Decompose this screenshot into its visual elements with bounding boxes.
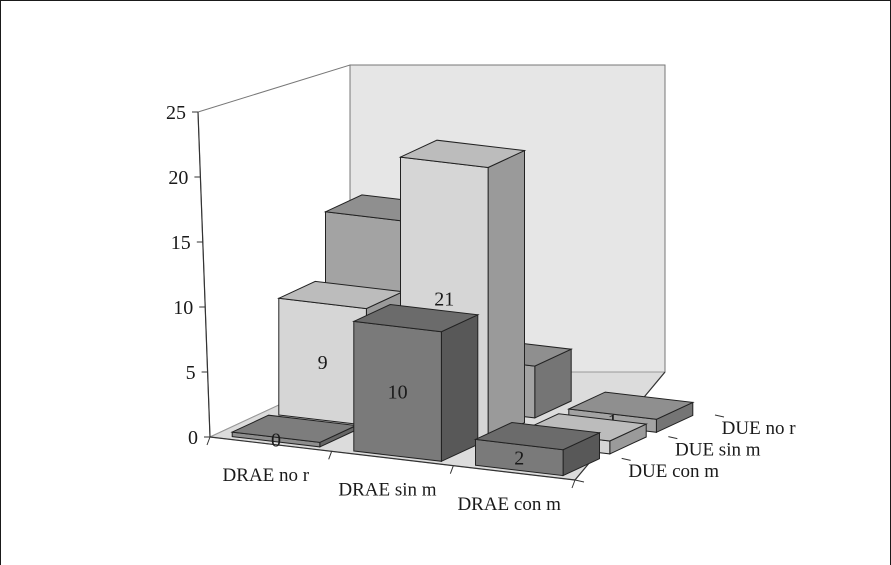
x-tick-mark [206,436,211,446]
bar: 0 [230,414,359,452]
x-tick-label: DRAE sin m [338,480,436,501]
bar-side-face [487,149,525,441]
z-tick-label: 20 [168,167,188,189]
x-axis-ticks: DRAE no r DRAE sin m DRAE con m [206,436,576,515]
bar-value-label: 2 [514,447,524,469]
bar-value-label: 21 [434,288,454,310]
depth-tick-mark [714,414,725,418]
z-tick-label: 5 [186,362,196,384]
z-tick-label: 10 [173,297,193,319]
bars: 144192110102 [230,139,695,477]
x-tick-label: DRAE no r [223,465,310,486]
z-tick-label: 0 [188,427,198,449]
x-axis-line [209,436,576,481]
bar: 2 [473,421,602,477]
depth-tick-label: DUE con m [628,461,719,482]
depth-tick-label: DUE no r [722,418,797,439]
z-axis-line [197,111,211,438]
bar: 10 [351,303,480,463]
x-tick-label: DRAE con m [457,494,561,515]
depth-tick-mark [621,457,631,461]
z-axis-ticks: 0 5 10 15 20 25 [166,102,210,449]
z-tick-label: 25 [166,102,186,124]
depth-tick-mark [574,479,585,483]
bar-value-label: 0 [271,430,281,452]
x-tick-mark [328,451,333,460]
x-tick-mark [571,479,576,489]
depth-tick-label: DUE sin m [675,440,761,461]
bar-top-face [473,421,602,451]
depth-tick-mark [668,436,678,440]
bar-side-face [440,314,479,463]
bar-top-face [566,391,695,420]
bar-top-face [351,303,480,333]
bar-top-face [398,139,527,169]
x-tick-mark [449,465,454,474]
bar-value-label: 10 [388,381,408,403]
z-tick-label: 15 [171,232,191,254]
bar-value-label: 9 [318,352,328,374]
